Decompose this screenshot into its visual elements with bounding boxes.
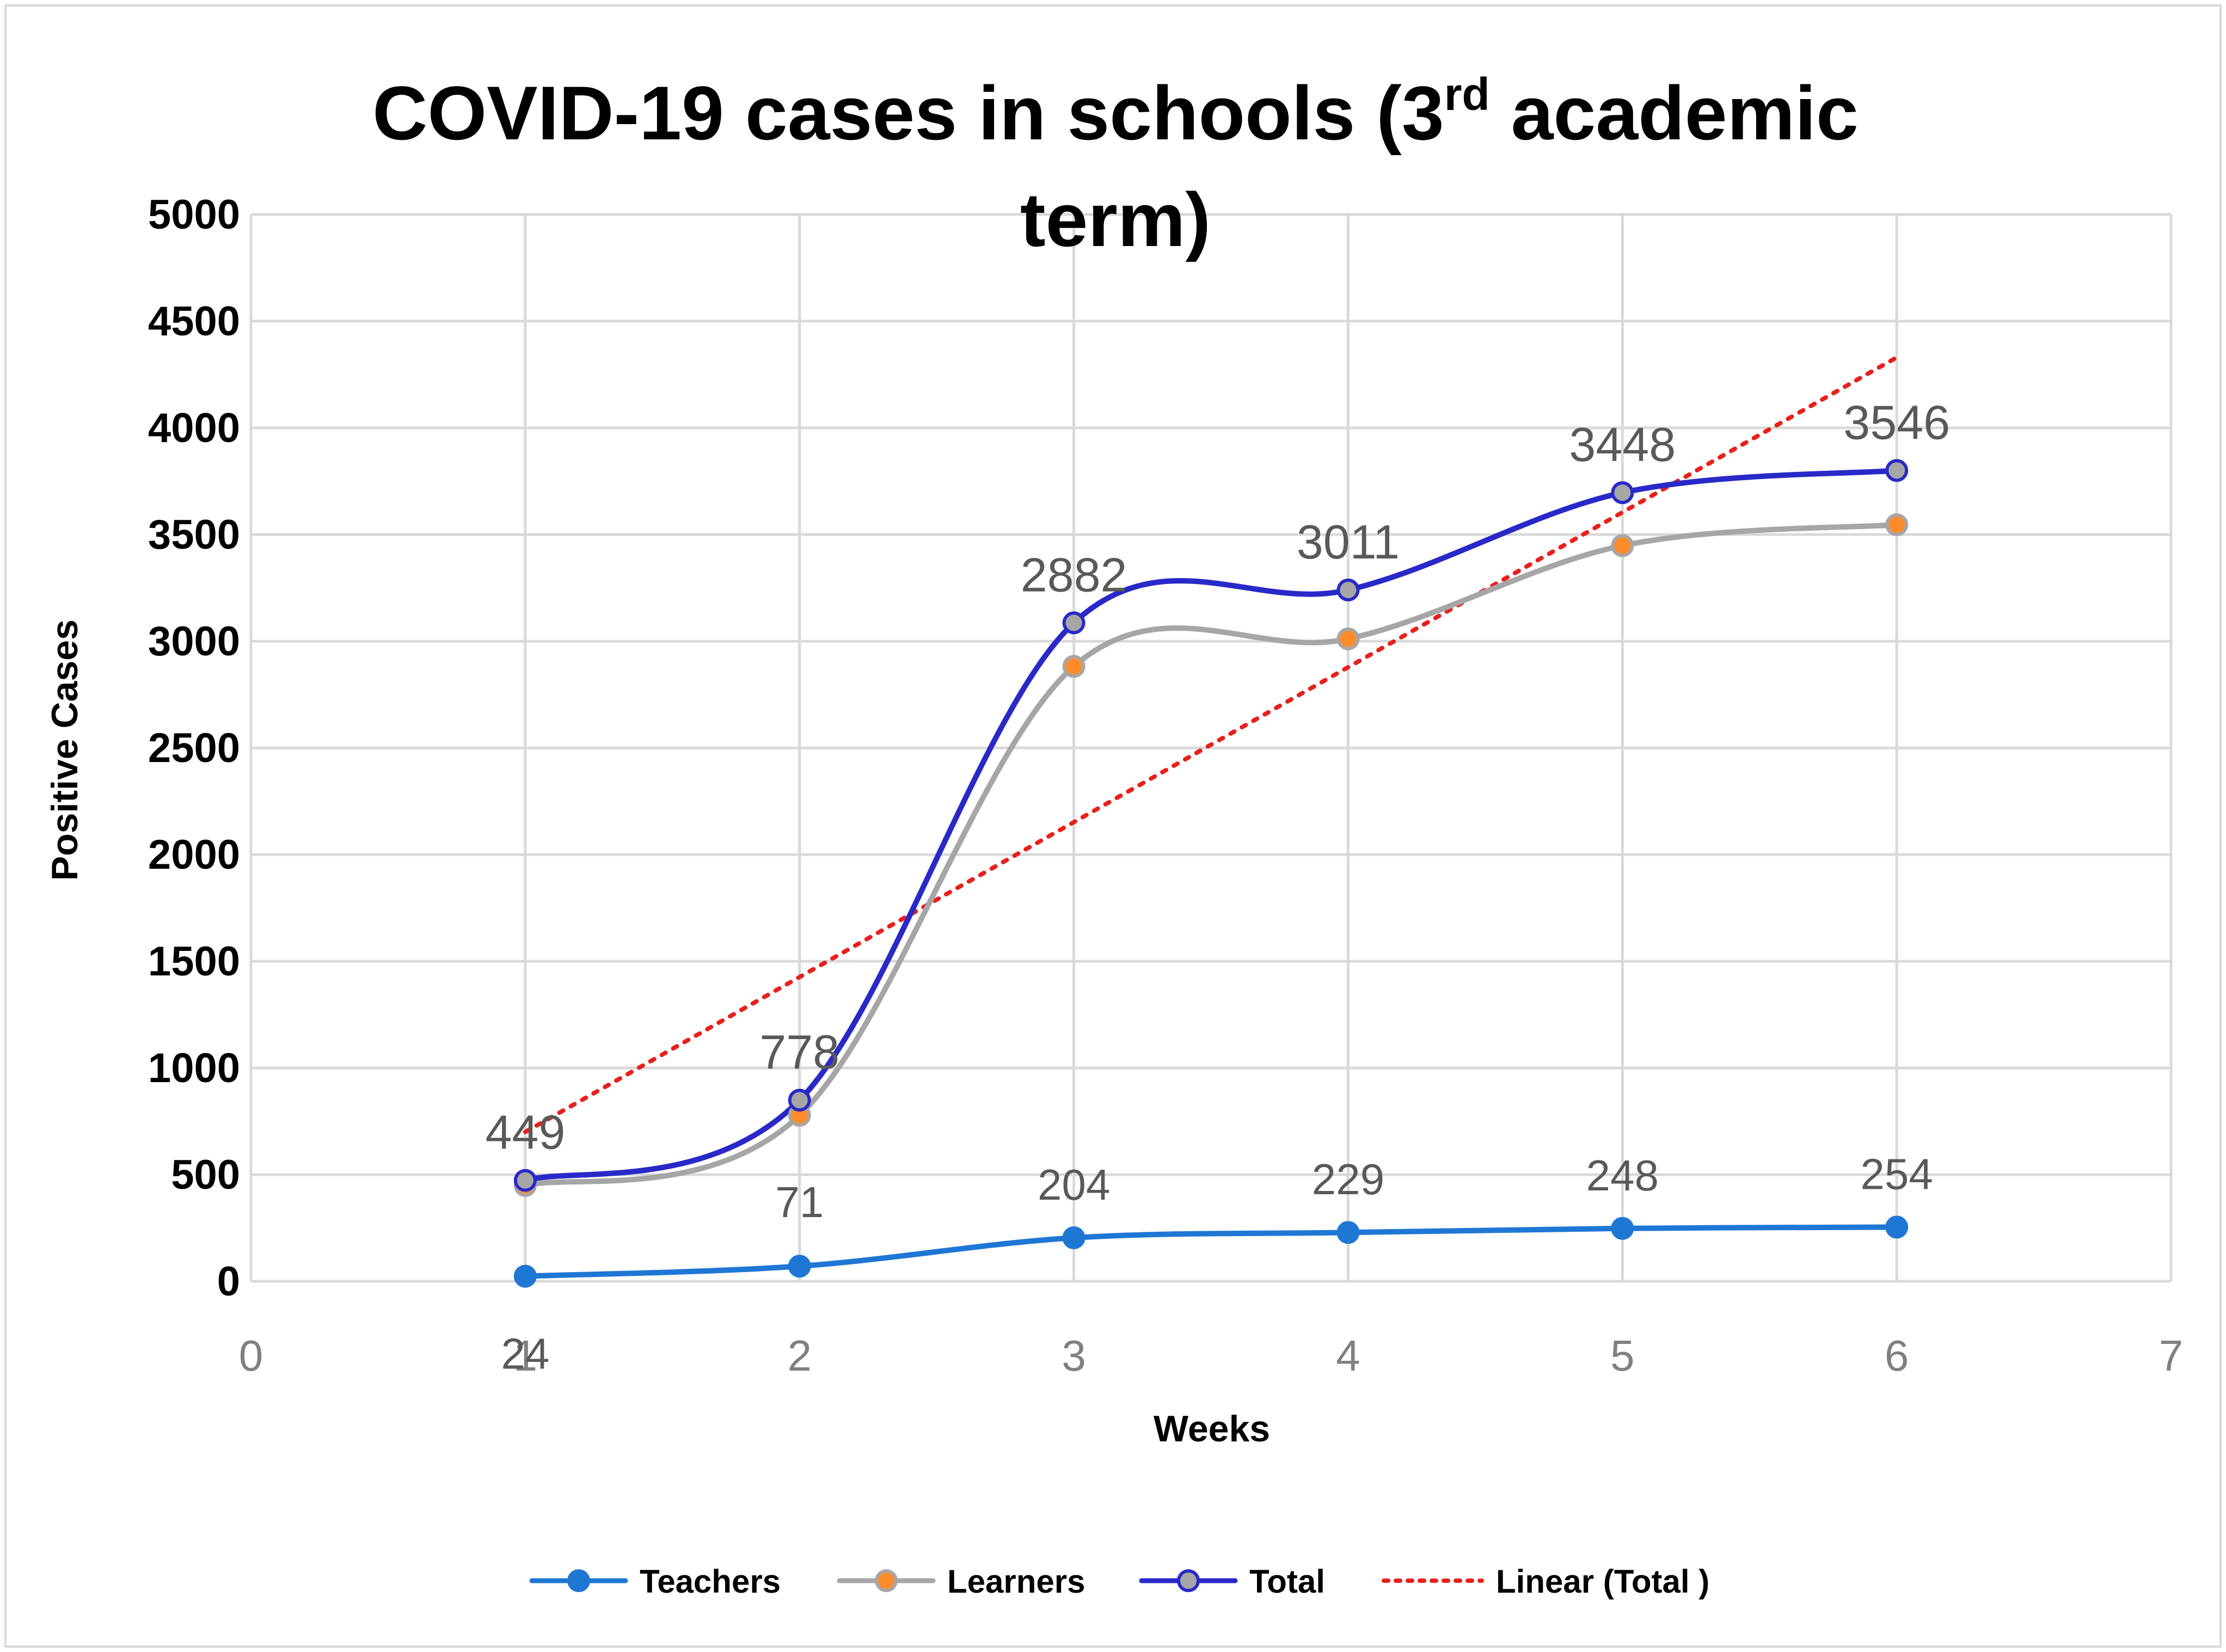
y-tick-label: 1500 xyxy=(148,938,240,985)
legend-label-learners: Learners xyxy=(947,1563,1085,1600)
data-point-total[interactable] xyxy=(1885,459,1909,482)
data-label-teachers: 254 xyxy=(1860,1150,1933,1198)
chart-title-line2: term) xyxy=(1020,177,1211,262)
legend-marker-learners xyxy=(875,1569,898,1592)
y-tick-label: 500 xyxy=(171,1152,240,1198)
data-point-teachers[interactable] xyxy=(513,1264,537,1288)
data-label-total: 449 xyxy=(485,1106,565,1159)
legend-label-teachers: Teachers xyxy=(640,1563,781,1600)
series-line-total xyxy=(522,468,1900,1183)
legend: Teachers Learners Total Linear (Total ) xyxy=(529,1563,1709,1600)
data-point-total[interactable] xyxy=(513,1169,537,1192)
data-label-total: 778 xyxy=(759,1025,839,1079)
data-label-total: 3546 xyxy=(1843,395,1950,449)
y-tick-label: 2000 xyxy=(148,832,240,878)
data-point-teachers[interactable] xyxy=(788,1255,811,1278)
x-tick-label: 7 xyxy=(2159,1331,2184,1380)
series-line-teachers xyxy=(522,1224,1900,1279)
data-label-teachers: 204 xyxy=(1038,1160,1110,1209)
y-tick-label: 4500 xyxy=(148,298,240,345)
x-tick-label: 5 xyxy=(1610,1331,1635,1380)
y-axis-label: Positive Cases xyxy=(44,619,85,881)
data-label-teachers: 248 xyxy=(1586,1151,1659,1200)
x-tick-label: 6 xyxy=(1885,1331,1909,1380)
data-point-teachers[interactable] xyxy=(1611,1217,1634,1240)
data-point-total[interactable] xyxy=(1062,611,1086,635)
legend-marker-total xyxy=(1177,1569,1200,1592)
data-label-teachers: 229 xyxy=(1312,1155,1384,1203)
data-point-total[interactable] xyxy=(788,1089,811,1112)
x-tick-label: 3 xyxy=(1062,1331,1086,1380)
data-point-total[interactable] xyxy=(1336,578,1360,601)
y-tick-label: 3500 xyxy=(148,512,240,558)
data-label-total: 3011 xyxy=(1297,515,1400,569)
legend-label-total: Total xyxy=(1249,1563,1325,1600)
data-label-teachers: 71 xyxy=(775,1178,824,1226)
y-tick-label: 5000 xyxy=(148,192,240,238)
data-label-teachers: 24 xyxy=(501,1330,549,1378)
data-point-teachers[interactable] xyxy=(1336,1221,1360,1244)
x-tick-label: 1 xyxy=(513,1331,538,1380)
y-tick-label: 1000 xyxy=(148,1045,240,1091)
trendline-linear-total xyxy=(523,355,1899,1134)
series-line-learners xyxy=(522,521,1900,1188)
x-axis-label: Weeks xyxy=(1154,1408,1270,1450)
y-tick-label: 4000 xyxy=(148,405,240,451)
data-point-learners[interactable] xyxy=(1885,513,1909,536)
data-point-total[interactable] xyxy=(1611,481,1634,505)
data-point-teachers[interactable] xyxy=(1062,1226,1086,1250)
x-tick-label: 0 xyxy=(239,1331,263,1380)
y-tick-label: 3000 xyxy=(148,618,240,665)
data-point-learners[interactable] xyxy=(1062,655,1086,678)
data-label-total: 3448 xyxy=(1569,417,1676,471)
data-point-teachers[interactable] xyxy=(1885,1215,1909,1239)
legend-marker-teachers xyxy=(567,1569,590,1592)
data-point-learners[interactable] xyxy=(1611,534,1634,557)
x-tick-label: 4 xyxy=(1336,1331,1360,1380)
data-point-learners[interactable] xyxy=(1336,627,1360,650)
title-superscript: rd xyxy=(1444,69,1490,120)
x-tick-label: 2 xyxy=(787,1331,812,1380)
chart-svg: 0 500 1000 1500 2000 2500 3000 3500 4000 4500 5000… xyxy=(44,69,2184,1600)
data-label-total: 2882 xyxy=(1021,548,1127,601)
y-tick-label: 2500 xyxy=(148,725,240,771)
chart-frame: 0 500 1000 1500 2000 2500 3000 3500 4000 4500 5000… xyxy=(4,4,2222,1648)
legend-label-linear-total: Linear (Total ) xyxy=(1496,1563,1709,1600)
chart-title-line1: COVID-19 cases in schools (3rd academic xyxy=(372,69,1859,156)
y-tick-label: 0 xyxy=(217,1258,240,1305)
